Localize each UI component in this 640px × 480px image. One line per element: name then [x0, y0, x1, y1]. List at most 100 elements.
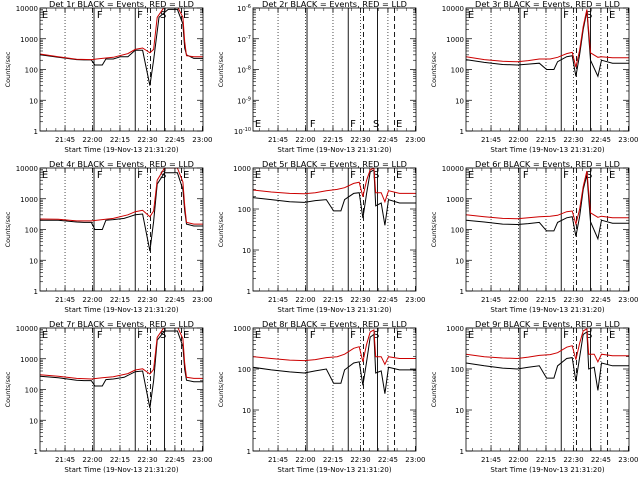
y-tick-label: 10	[29, 97, 38, 105]
interval-letter-label: F	[137, 10, 143, 21]
series-events-line	[40, 8, 203, 86]
x-tick-label: 21:45	[481, 136, 501, 144]
x-tick-label: 22:30	[563, 136, 583, 144]
y-tick-label: 1	[247, 448, 251, 456]
x-tick-label: 22:00	[295, 136, 315, 144]
interval-letter-label: F	[563, 170, 569, 181]
y-tick-label: 1	[34, 288, 38, 296]
y-tick-label: 1000	[233, 325, 251, 333]
series-events-line	[40, 330, 203, 409]
interval-letter-label: E	[396, 330, 402, 341]
x-tick-label: 22:15	[323, 136, 343, 144]
x-tick-label: 23:00	[618, 456, 638, 464]
interval-letter-label: S	[586, 170, 592, 181]
interval-letter-label: E	[42, 170, 48, 181]
x-tick-label: 22:45	[165, 296, 185, 304]
plot-frame	[39, 7, 204, 132]
y-tick-label: 100	[451, 227, 464, 235]
chart-panel-6: Det 6r BLACK = Events, RED = LLD Counts/s…	[430, 159, 638, 314]
series-lld-line	[40, 8, 203, 61]
interval-letter-label: F	[137, 330, 143, 341]
x-axis-label: Start Time (19-Nov-13 21:31:20)	[277, 466, 391, 474]
y-tick-label: 10000	[16, 165, 38, 173]
series-events-line	[253, 169, 416, 226]
x-tick-label: 22:15	[536, 136, 556, 144]
series-lld-line	[40, 168, 203, 225]
y-tick-label: 100	[451, 67, 464, 75]
plot-frame	[465, 327, 630, 452]
interval-letter-label: E	[609, 330, 615, 341]
chart-panel-9: Det 9r BLACK = Events, RED = LLD Counts/s…	[430, 319, 638, 474]
y-tick-label: 1	[247, 288, 251, 296]
chart-panel-7: Det 7r BLACK = Events, RED = LLD Counts/s…	[4, 319, 212, 474]
x-tick-label: 21:45	[481, 456, 501, 464]
y-tick-label: 10	[455, 97, 464, 105]
y-axis-label: Counts/sec	[217, 211, 225, 247]
y-axis-label: Counts/sec	[4, 51, 12, 87]
x-tick-label: 21:45	[268, 136, 288, 144]
x-tick-label: 22:45	[165, 136, 185, 144]
series-lld-line	[466, 9, 629, 68]
x-tick-label: 22:45	[378, 296, 398, 304]
x-tick-label: 22:15	[323, 296, 343, 304]
x-tick-label: 22:15	[536, 456, 556, 464]
chart-title: Det 7r BLACK = Events, RED = LLD	[49, 319, 194, 329]
series-lld-line	[253, 329, 416, 366]
interval-letter-label: F	[523, 170, 529, 181]
x-tick-label: 23:00	[192, 296, 212, 304]
chart-title: Det 5r BLACK = Events, RED = LLD	[262, 159, 407, 169]
y-tick-label: 1	[460, 128, 464, 136]
x-tick-label: 22:30	[350, 136, 370, 144]
chart-title: Det 4r BLACK = Events, RED = LLD	[49, 159, 194, 169]
y-tick-label: 1000	[446, 36, 464, 44]
series-events-line	[466, 10, 629, 78]
y-axis-label: Counts/sec	[4, 371, 12, 407]
interval-letter-label: F	[350, 330, 356, 341]
x-axis-label: Start Time (19-Nov-13 21:31:20)	[490, 146, 604, 154]
y-tick-label: 10	[29, 417, 38, 425]
x-axis-label: Start Time (19-Nov-13 21:31:20)	[64, 466, 178, 474]
plot-frame	[252, 7, 417, 132]
x-tick-label: 23:00	[405, 296, 425, 304]
y-tick-label: 1000	[20, 356, 38, 364]
plot-frame	[465, 7, 630, 132]
interval-letter-label: E	[183, 10, 189, 21]
x-tick-label: 22:00	[82, 296, 102, 304]
y-tick-label: 1	[460, 448, 464, 456]
x-tick-label: 22:30	[350, 296, 370, 304]
interval-letter-label: S	[586, 330, 592, 341]
interval-letter-label: F	[563, 10, 569, 21]
interval-letter-label: E	[468, 170, 474, 181]
interval-letter-label: E	[396, 119, 402, 130]
interval-letter-label: S	[373, 170, 379, 181]
chart-panel-1: Det 1r BLACK = Events, RED = LLD Counts/s…	[4, 0, 212, 154]
y-tick-label: 10	[242, 247, 251, 255]
y-tick-label: 1000	[446, 196, 464, 204]
x-tick-label: 22:00	[508, 136, 528, 144]
y-tick-label: 10000	[442, 5, 464, 13]
chart-panel-3: Det 3r BLACK = Events, RED = LLD Counts/s…	[430, 0, 638, 154]
x-tick-label: 23:00	[405, 456, 425, 464]
x-tick-label: 22:30	[563, 456, 583, 464]
x-tick-label: 22:45	[378, 136, 398, 144]
x-tick-label: 22:30	[137, 136, 157, 144]
series-lld-line	[40, 328, 203, 380]
chart-title: Det 1r BLACK = Events, RED = LLD	[49, 0, 194, 9]
interval-letter-label: S	[373, 330, 379, 341]
interval-letter-label: E	[609, 170, 615, 181]
plot-frame	[39, 167, 204, 292]
chart-title: Det 2r BLACK = Events, RED = LLD	[262, 0, 407, 9]
interval-letter-label: E	[42, 330, 48, 341]
x-tick-label: 21:45	[55, 296, 75, 304]
y-tick-label: 10	[455, 257, 464, 265]
series-events-line	[40, 172, 203, 252]
interval-letter-label: E	[609, 10, 615, 21]
x-tick-label: 23:00	[192, 456, 212, 464]
interval-letter-label: F	[523, 10, 529, 21]
x-tick-label: 22:00	[82, 456, 102, 464]
y-axis-label: Counts/sec	[217, 51, 225, 87]
y-tick-label: 10	[29, 257, 38, 265]
x-tick-label: 22:00	[295, 296, 315, 304]
interval-letter-label: S	[160, 10, 166, 21]
y-tick-label: 1	[460, 288, 464, 296]
